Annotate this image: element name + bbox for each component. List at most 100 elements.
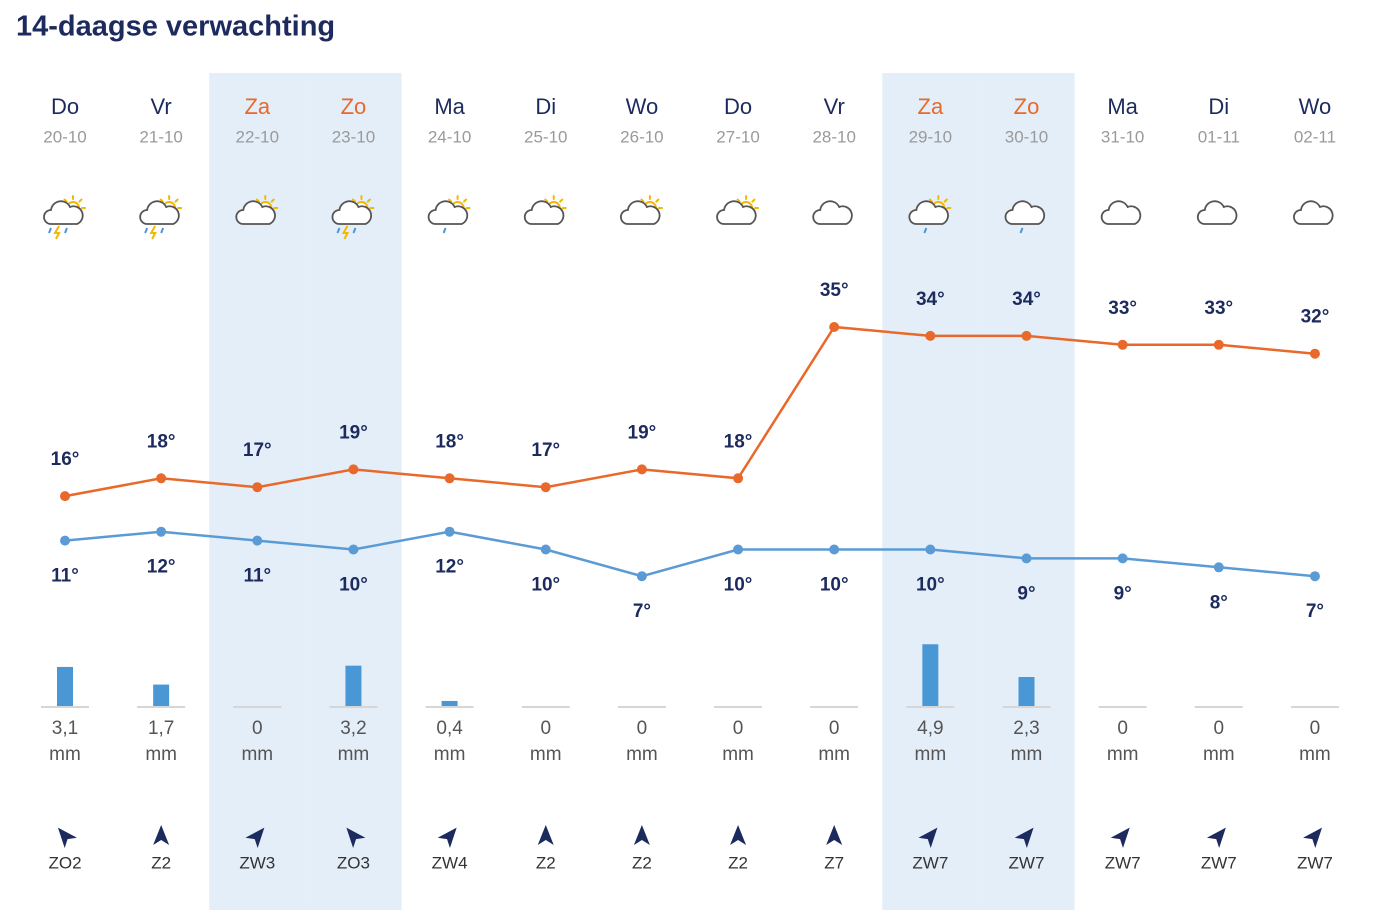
day-name: Zo — [1014, 94, 1040, 119]
date: 26-10 — [620, 127, 663, 146]
temp-point — [348, 544, 359, 555]
precip-unit: mm — [1107, 744, 1139, 765]
precip-unit: mm — [722, 744, 754, 765]
wind-label: ZO2 — [48, 853, 81, 872]
temp-point — [733, 544, 744, 555]
date: 25-10 — [524, 127, 567, 146]
date: 22-10 — [236, 127, 279, 146]
date: 01-11 — [1198, 127, 1240, 146]
wind-arrow — [537, 825, 554, 845]
wind-label: Z2 — [728, 853, 748, 872]
date: 24-10 — [428, 127, 471, 146]
precip-unit: mm — [1011, 744, 1043, 765]
temp-point — [1213, 339, 1224, 350]
lightning — [341, 225, 350, 240]
precip-label: 0 — [733, 718, 744, 739]
precip-unit: mm — [241, 744, 273, 765]
precip-label: 0 — [829, 718, 840, 739]
weather-icon — [139, 195, 183, 240]
title: 14-daagse verwachting — [16, 11, 335, 43]
wind-arrow — [1303, 827, 1323, 849]
wind-label: Z2 — [536, 853, 556, 872]
wind-label: ZW7 — [1009, 853, 1045, 872]
day-name: Ma — [1107, 94, 1138, 119]
date: 23-10 — [332, 127, 375, 146]
sun-ray — [63, 198, 68, 203]
temp-point — [540, 544, 551, 555]
sun-ray — [928, 198, 933, 203]
temp-label: 33° — [1108, 298, 1137, 319]
sun-ray — [174, 198, 179, 203]
lightning — [53, 225, 61, 240]
precip-unit: mm — [530, 744, 562, 765]
weather-icon — [1196, 200, 1238, 225]
temp-point — [1117, 339, 1128, 350]
precip-bar — [153, 684, 170, 706]
weekend-band — [882, 73, 979, 910]
weather-icon — [908, 195, 952, 234]
temp-point — [1117, 553, 1128, 564]
precip-bar — [922, 644, 939, 706]
day-name: Wo — [626, 94, 659, 119]
cloud — [427, 200, 469, 225]
wind-label: ZW7 — [1105, 853, 1141, 872]
date: 02-11 — [1294, 127, 1336, 146]
temp-label: 10° — [916, 575, 945, 596]
temp-label: 12° — [147, 557, 176, 578]
precip-label: 3,2 — [340, 718, 366, 739]
precip-bar — [57, 666, 73, 706]
cloud — [523, 200, 565, 225]
cloud — [43, 200, 84, 225]
wind-label: ZW7 — [912, 853, 948, 872]
precip-label: 0 — [540, 718, 551, 739]
weather-icon — [1293, 200, 1334, 225]
temp-label: 18° — [435, 431, 464, 452]
arrow — [1206, 827, 1226, 849]
precip-unit: mm — [1203, 744, 1235, 765]
sun-ray — [655, 198, 660, 203]
sun-ray — [544, 198, 549, 203]
precip-label: 0 — [252, 718, 263, 739]
day-name: Do — [51, 94, 79, 119]
temp-label: 18° — [724, 431, 753, 452]
cloud — [139, 200, 180, 225]
sun-ray — [640, 198, 645, 203]
weekend-band — [305, 73, 402, 910]
arrow — [1110, 827, 1130, 849]
cloud — [908, 200, 949, 225]
temp-label: 10° — [339, 575, 368, 596]
precip-bar — [441, 700, 458, 706]
precip-unit: mm — [145, 744, 177, 765]
temp-label: 9° — [1114, 583, 1132, 604]
wind-arrow — [57, 827, 77, 849]
wind-label: Z2 — [151, 853, 171, 872]
precip-label: 0 — [1117, 718, 1128, 739]
arrow — [57, 827, 77, 849]
weather-icon — [1004, 200, 1046, 234]
wind-label: ZW3 — [239, 853, 275, 872]
rain — [923, 227, 928, 234]
day-name: Za — [918, 94, 944, 119]
precip-bar — [1018, 677, 1035, 706]
precip-unit: mm — [49, 744, 81, 765]
temp-point — [1213, 562, 1224, 573]
sun-ray — [159, 198, 164, 203]
temp-label: 17° — [243, 440, 272, 461]
weather-icon — [716, 195, 760, 225]
wind-arrow — [346, 827, 366, 849]
cloud — [1293, 200, 1334, 225]
date: 21-10 — [139, 127, 182, 146]
date: 28-10 — [812, 127, 855, 146]
temp-point — [636, 464, 647, 475]
wind-label: ZO3 — [337, 853, 370, 872]
wind-arrow — [730, 825, 747, 845]
temp-point — [733, 473, 744, 484]
temp-point — [348, 464, 359, 475]
date: 30-10 — [1005, 127, 1048, 146]
cloud — [1196, 200, 1238, 225]
temp-label: 33° — [1204, 298, 1233, 319]
wind-arrow — [1110, 827, 1130, 849]
temp-label: 11° — [243, 566, 271, 587]
sun-ray — [943, 198, 948, 203]
